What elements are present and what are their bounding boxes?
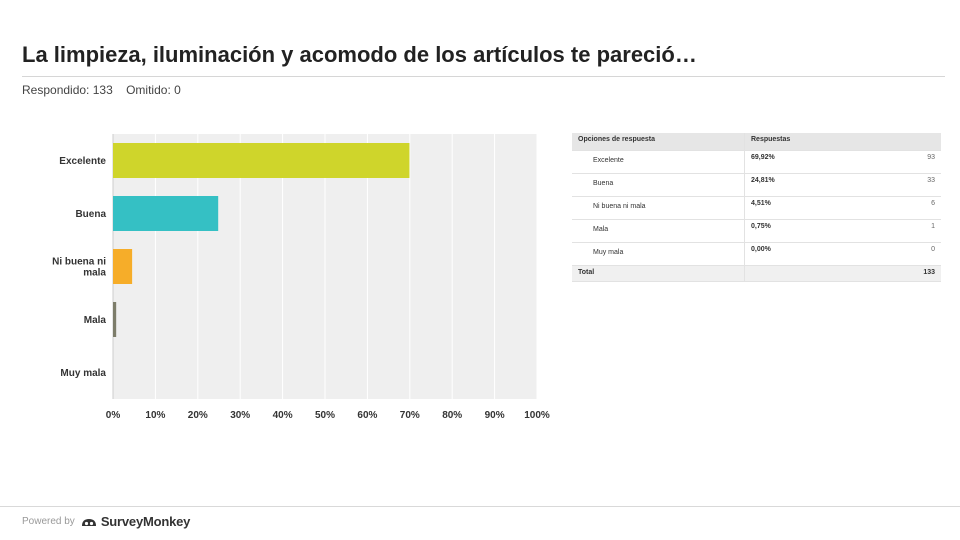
row-option: Muy mala bbox=[572, 242, 745, 266]
x-tick-label: 60% bbox=[357, 410, 377, 421]
row-option: Mala bbox=[572, 219, 745, 243]
total-percent-empty bbox=[744, 265, 869, 282]
row-option: Buena bbox=[572, 173, 745, 197]
x-tick-label: 0% bbox=[106, 410, 121, 421]
y-tick-label: Mala bbox=[84, 315, 107, 326]
x-tick-label: 10% bbox=[145, 410, 165, 421]
bar bbox=[113, 143, 410, 178]
title-divider bbox=[22, 76, 945, 77]
skipped-count: Omitido: 0 bbox=[126, 83, 181, 97]
x-tick-label: 20% bbox=[188, 410, 208, 421]
x-tick-label: 30% bbox=[230, 410, 250, 421]
y-tick-label: Ni buena ni mala bbox=[52, 257, 106, 279]
row-option: Ni buena ni mala bbox=[572, 196, 745, 220]
bar bbox=[113, 302, 117, 337]
bar bbox=[113, 249, 133, 284]
x-tick-label: 40% bbox=[273, 410, 293, 421]
question-title: La limpieza, iluminación y acomodo de lo… bbox=[22, 42, 697, 67]
total-label: Total bbox=[572, 265, 745, 282]
row-percent: 0,00% bbox=[744, 242, 869, 266]
responses-table: Opciones de respuesta Respuestas Excelen… bbox=[572, 133, 941, 282]
row-count: 33 bbox=[869, 173, 941, 197]
row-percent: 0,75% bbox=[744, 219, 869, 243]
row-count: 0 bbox=[869, 242, 941, 266]
answered-count: Respondido: 133 bbox=[22, 83, 113, 97]
x-tick-label: 90% bbox=[485, 410, 505, 421]
y-tick-label: Excelente bbox=[59, 156, 106, 167]
footer: Powered by SurveyMonkey bbox=[22, 514, 190, 529]
row-percent: 24,81% bbox=[744, 173, 869, 197]
table-row: Mala 0,75% 1 bbox=[572, 219, 941, 243]
powered-by-text: Powered by bbox=[22, 516, 75, 527]
response-summary: Respondido: 133 Omitido: 0 bbox=[22, 83, 181, 97]
table-row: Excelente 69,92% 93 bbox=[572, 150, 941, 174]
row-count: 93 bbox=[869, 150, 941, 174]
row-percent: 4,51% bbox=[744, 196, 869, 220]
bar-chart-svg: 0% 10% 20% 30% 40% 50% 60% 70% 80% 90% 100% Excelen… bbox=[52, 134, 550, 421]
table-total-row: Total 133 bbox=[572, 265, 941, 282]
footer-divider bbox=[0, 506, 960, 507]
y-tick-label: Muy mala bbox=[60, 368, 106, 379]
row-option: Excelente bbox=[572, 150, 745, 174]
table-row: Ni buena ni mala 4,51% 6 bbox=[572, 196, 941, 220]
table-row: Buena 24,81% 33 bbox=[572, 173, 941, 197]
x-tick-label: 80% bbox=[442, 410, 462, 421]
header-options: Opciones de respuesta bbox=[572, 133, 745, 151]
x-tick-label: 70% bbox=[400, 410, 420, 421]
y-tick-label: Buena bbox=[75, 209, 106, 220]
surveymonkey-brand: SurveyMonkey bbox=[100, 514, 191, 529]
x-tick-label: 100% bbox=[524, 410, 550, 421]
row-count: 1 bbox=[869, 219, 941, 243]
bar-chart: 0% 10% 20% 30% 40% 50% 60% 70% 80% 90% 100% Excelen… bbox=[40, 126, 550, 426]
total-count: 133 bbox=[869, 265, 941, 282]
header-responses: Respuestas bbox=[744, 133, 941, 151]
table-row: Muy mala 0,00% 0 bbox=[572, 242, 941, 266]
row-percent: 69,92% bbox=[744, 150, 869, 174]
x-tick-label: 50% bbox=[315, 410, 335, 421]
row-count: 6 bbox=[869, 196, 941, 220]
surveymonkey-logo-icon bbox=[81, 518, 96, 526]
bar bbox=[113, 196, 219, 231]
